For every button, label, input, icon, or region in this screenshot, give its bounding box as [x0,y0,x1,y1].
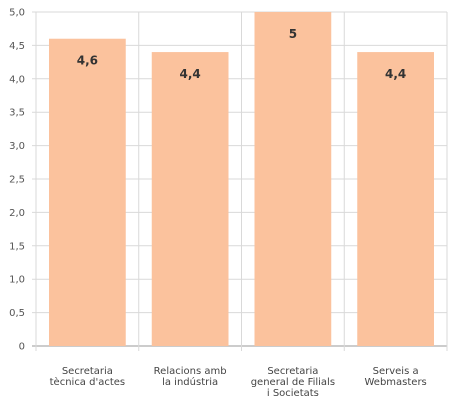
y-tick-label: 1,0 [9,275,25,286]
y-tick-label: 5,0 [9,8,25,19]
data-label: 4,4 [179,67,200,81]
axes: 0 0,5 1,0 1,5 2,0 2,5 3,0 3,5 4,0 4,5 5,0 Secretari… [9,8,427,400]
data-labels: 4,6 4,4 5 4,4 [77,27,407,81]
bars [49,12,434,347]
data-label: 4,6 [77,54,98,68]
x-tick-label: Serveis a [373,366,419,377]
y-tick-label: 2,0 [9,208,25,219]
y-tick-label: 0 [19,342,25,353]
bar [151,52,229,347]
bar [254,12,332,346]
x-tick-label: i Societats [267,388,319,399]
data-label: 4,4 [385,67,406,81]
y-tick-label: 3,0 [9,141,25,152]
y-tick-label: 0,5 [9,308,25,319]
x-tick-label: general de Filials [251,377,335,388]
y-tick-label: 4,5 [9,41,25,52]
x-tick-label: tècnica d'actes [50,376,126,388]
bar [49,38,126,346]
x-tick-label: la indústria [162,376,218,388]
x-tick-label: Secretaria [62,366,113,377]
x-tick-label: Relacions amb [154,366,227,377]
bar [357,52,434,347]
x-tick-label: Secretaria [267,366,318,377]
x-tick-label: Webmasters [364,377,426,388]
y-tick-label: 3,5 [9,108,25,119]
y-tick-label: 4,0 [9,74,25,85]
y-tick-label: 2,5 [9,175,25,186]
data-label: 5 [289,27,297,41]
y-tick-label: 1,5 [9,241,25,252]
